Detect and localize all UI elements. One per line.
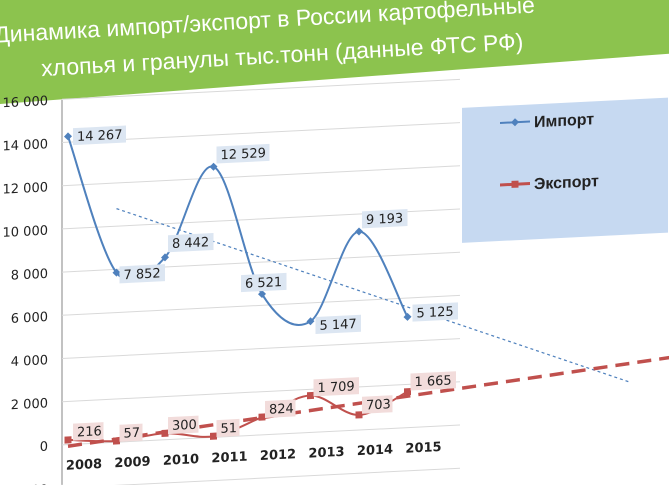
import-marker xyxy=(64,132,72,141)
x-tick-label: 2013 xyxy=(308,445,344,462)
export-marker xyxy=(161,429,169,437)
legend-export-marker xyxy=(511,180,519,188)
gridlines xyxy=(62,78,460,485)
y-tick-label: 12 000 xyxy=(3,180,48,197)
import-data-label: 6 521 xyxy=(245,275,282,292)
y-tick-label: 2 000 xyxy=(11,396,48,413)
export-label-bg xyxy=(119,423,143,442)
gridline xyxy=(62,165,460,187)
gridline xyxy=(62,381,460,403)
x-tick-label: 2014 xyxy=(357,442,393,459)
import-marker xyxy=(112,268,121,277)
gridline xyxy=(62,122,460,144)
y-tick-label: 8 000 xyxy=(11,267,48,284)
import-label-bg xyxy=(362,209,408,229)
export-label-bg xyxy=(168,415,199,435)
x-tick-labels: 2008 2009 2010 2011 2012 2013 2014 2015 xyxy=(66,440,442,474)
export-marker xyxy=(113,437,120,445)
title-background xyxy=(0,0,669,107)
y-tick-labels: 16 000 14 000 12 000 10 000 8 000 6 000 4 000 2… xyxy=(3,94,48,485)
export-marker xyxy=(258,413,266,421)
x-tick-label: 2009 xyxy=(114,454,150,471)
legend-export-label: Экспорт xyxy=(534,173,599,193)
y-tick-label: 4 000 xyxy=(11,353,48,370)
x-tick-label: 2011 xyxy=(211,450,247,467)
series-lines xyxy=(64,132,412,445)
export-data-label: 703 xyxy=(366,397,391,413)
export-marker xyxy=(404,387,411,396)
export-data-label: 57 xyxy=(124,426,141,442)
import-marker xyxy=(306,317,315,326)
y-tick-label: 16 000 xyxy=(3,94,48,111)
y-tick-label: 0 xyxy=(40,440,48,455)
export-data-label: 51 xyxy=(221,421,238,437)
y-tick-label: -2 000 xyxy=(6,483,48,485)
y-tick-label: 6 000 xyxy=(11,310,48,327)
gridline xyxy=(62,338,460,360)
export-marker xyxy=(210,432,217,440)
import-marker xyxy=(403,312,412,321)
import-marker xyxy=(355,227,363,236)
import-label-bg xyxy=(241,272,287,293)
import-data-label: 14 267 xyxy=(77,128,122,145)
export-label-bg xyxy=(410,371,456,391)
import-label-bg xyxy=(168,232,214,253)
export-marker xyxy=(64,436,72,444)
export-data-label: 216 xyxy=(77,424,102,440)
import-label-bg xyxy=(119,264,165,284)
x-tick-label: 2008 xyxy=(66,457,102,474)
import-data-label: 8 442 xyxy=(172,235,209,252)
export-label-bg xyxy=(313,377,359,397)
export-marker xyxy=(307,391,314,400)
import-data-label: 7 852 xyxy=(124,266,161,283)
import-data-label: 12 529 xyxy=(221,146,266,163)
export-label-bg xyxy=(362,395,393,414)
import-data-label: 5 125 xyxy=(417,305,454,322)
y-tick-label: 14 000 xyxy=(3,137,48,154)
gridline xyxy=(62,78,460,100)
import-label-bg xyxy=(216,143,270,164)
title-banner: Динамика импорт/экспорт в России картофе… xyxy=(0,0,669,107)
import-label-bg xyxy=(315,314,361,335)
import-marker xyxy=(161,253,169,262)
export-label-bg xyxy=(216,418,240,438)
import-label-bg xyxy=(73,125,126,146)
import-marker xyxy=(258,290,266,299)
export-marker xyxy=(355,411,363,419)
x-tick-label: 2015 xyxy=(405,440,441,457)
y-tick-label: 10 000 xyxy=(3,224,48,241)
export-label-bg xyxy=(265,399,296,418)
x-tick-label: 2010 xyxy=(163,452,199,469)
export-data-label: 1 665 xyxy=(415,373,452,390)
gridline xyxy=(62,294,460,316)
legend-import-marker xyxy=(511,118,519,127)
import-marker xyxy=(209,162,218,171)
gridline xyxy=(62,424,460,446)
legend-box xyxy=(462,97,668,243)
import-label-bg xyxy=(412,302,458,322)
export-data-label: 300 xyxy=(172,418,197,434)
data-labels: 14 267 7 852 8 442 12 529 6 521 5 147 9 193 5 1… xyxy=(73,125,458,442)
import-data-label: 5 147 xyxy=(320,317,357,334)
export-label-bg xyxy=(73,422,104,441)
x-tick-label: 2012 xyxy=(260,447,296,464)
export-data-label: 1 709 xyxy=(318,379,355,396)
legend-import-label: Импорт xyxy=(534,111,594,131)
export-data-label: 824 xyxy=(269,402,294,418)
import-data-label: 9 193 xyxy=(366,211,403,228)
legend: Импорт Экспорт xyxy=(462,97,668,243)
plot-area: 16 000 14 000 12 000 10 000 8 000 6 000 4 000 2… xyxy=(3,78,669,485)
